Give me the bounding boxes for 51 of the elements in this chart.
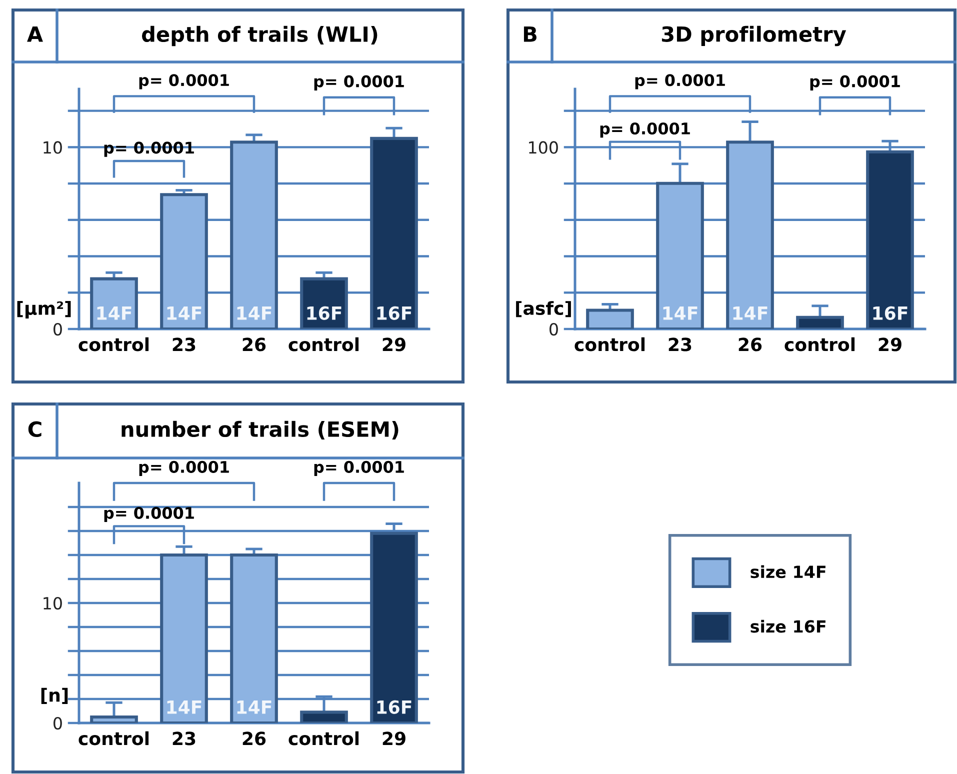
x-tick-label: 23 [172,732,196,746]
x-tick-label: 29 [382,732,406,746]
x-tick-label: 26 [242,338,266,352]
y-axis-title: [asfc] [516,301,571,318]
text: p= 0.0001 [139,460,229,476]
x-tick-label: 26 [738,338,762,352]
annotation: 14F [237,700,272,714]
annotation: p= 0.0001 [600,122,690,138]
x-tick-label: 29 [382,338,406,352]
annotation: 16F [377,700,412,714]
annotation: 14F [733,306,768,320]
y-tick-label: 0 [54,716,62,730]
y-tick-label: 10 [44,141,62,154]
y-tick-label: 100 [529,141,558,154]
y-tick-label: 0 [54,322,62,336]
chart-title: number of trails (ESEM) [122,420,398,440]
annotation: p= 0.0001 [104,506,194,522]
annotation: 14F [167,700,202,714]
legend-label: size 14F [750,565,826,578]
y-tick-label: 10 [44,596,62,610]
annotation: p= 0.0001 [810,75,900,90]
annotation: 14F [97,306,132,320]
x-tick-label: control [78,731,149,746]
annotation: 14F [237,306,272,320]
x-tick-label: 29 [878,338,902,352]
chart-title: 3D profilometry [662,26,846,46]
x-tick-label: control [574,337,645,352]
annotation: 14F [167,306,202,320]
x-tick-label: control [288,731,359,746]
text: p= 0.0001 [314,460,404,476]
x-tick-label: control [784,337,855,352]
x-tick-label: 23 [668,338,692,352]
annotation: 16F [377,306,412,320]
annotation: p= 0.0001 [139,74,229,90]
x-tick-label: 26 [242,732,266,746]
annotation: p= 0.0001 [314,75,404,90]
legend-label: size 16F [750,620,826,633]
chart-title: depth of trails (WLI) [142,26,378,46]
y-axis-title: [n] [41,688,68,704]
text: B [524,26,536,42]
x-tick-label: 23 [172,338,196,352]
annotation: 16F [307,306,342,320]
text: A [27,26,43,42]
y-tick-label: 0 [550,322,558,336]
annotation: 14F [663,306,698,320]
text: C [28,421,42,438]
x-tick-label: control [78,337,149,352]
annotation: p= 0.0001 [635,74,725,90]
y-axis-title: [μm²] [17,301,71,319]
x-tick-label: control [288,337,359,352]
annotation: 16F [873,306,908,320]
